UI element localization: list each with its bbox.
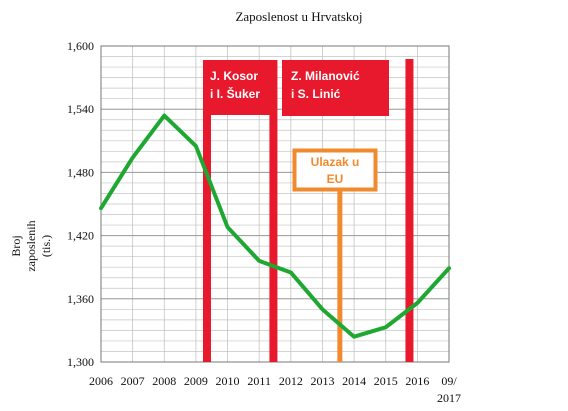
y-tick-label: 1,480 bbox=[67, 165, 94, 179]
government-label-box bbox=[205, 60, 277, 115]
government-label-box bbox=[282, 60, 389, 116]
x-tick-label: 2011 bbox=[247, 374, 271, 388]
x-tick-label: 2016 bbox=[405, 374, 429, 388]
government-label: Z. Milanović bbox=[291, 69, 360, 83]
x-tick-label: 09/ bbox=[441, 374, 457, 388]
eu-label: EU bbox=[327, 172, 344, 186]
y-tick-label: 1,300 bbox=[67, 355, 94, 369]
data-point bbox=[257, 259, 261, 263]
y-tick-label: 1,360 bbox=[67, 292, 94, 306]
government-label: i I. Šuker bbox=[210, 86, 260, 101]
data-point bbox=[289, 270, 293, 274]
eu-label: Ulazak u bbox=[311, 155, 360, 169]
y-axis-label: zaposlenih bbox=[24, 220, 38, 271]
employment-line bbox=[99, 113, 451, 339]
data-point bbox=[320, 307, 324, 311]
eu-label-box bbox=[292, 148, 378, 192]
x-tick-label: 2012 bbox=[279, 374, 303, 388]
data-point bbox=[384, 325, 388, 329]
government-label: i S. Linić bbox=[291, 87, 341, 101]
x-tick-label: 2009 bbox=[184, 374, 208, 388]
data-point bbox=[352, 335, 356, 339]
x-tick-label: 2006 bbox=[89, 374, 113, 388]
y-tick-label: 1,420 bbox=[67, 229, 94, 243]
x-tick-label: 2014 bbox=[342, 374, 366, 388]
x-tick-label: 2013 bbox=[310, 374, 334, 388]
data-point bbox=[194, 144, 198, 148]
x-tick-label: 2007 bbox=[121, 374, 145, 388]
x-tick-label: 2008 bbox=[152, 374, 176, 388]
x-tick-label: 2015 bbox=[374, 374, 398, 388]
y-axis-label: Broj bbox=[9, 235, 23, 256]
data-point bbox=[162, 114, 166, 118]
y-tick-label: 1,540 bbox=[67, 102, 94, 116]
data-point bbox=[99, 206, 103, 210]
x-tick-label: 2010 bbox=[216, 374, 240, 388]
data-point bbox=[226, 225, 230, 229]
data-point bbox=[415, 301, 419, 305]
y-axis-label: (tis.) bbox=[39, 235, 53, 257]
government-label: J. Kosor bbox=[210, 69, 258, 83]
y-tick-label: 1,600 bbox=[67, 39, 94, 53]
data-point bbox=[131, 156, 135, 160]
x-tick-label-sub: 2017 bbox=[437, 391, 461, 405]
chart-title: Zaposlenost u Hrvatskoj bbox=[235, 9, 362, 24]
data-point bbox=[447, 266, 451, 270]
